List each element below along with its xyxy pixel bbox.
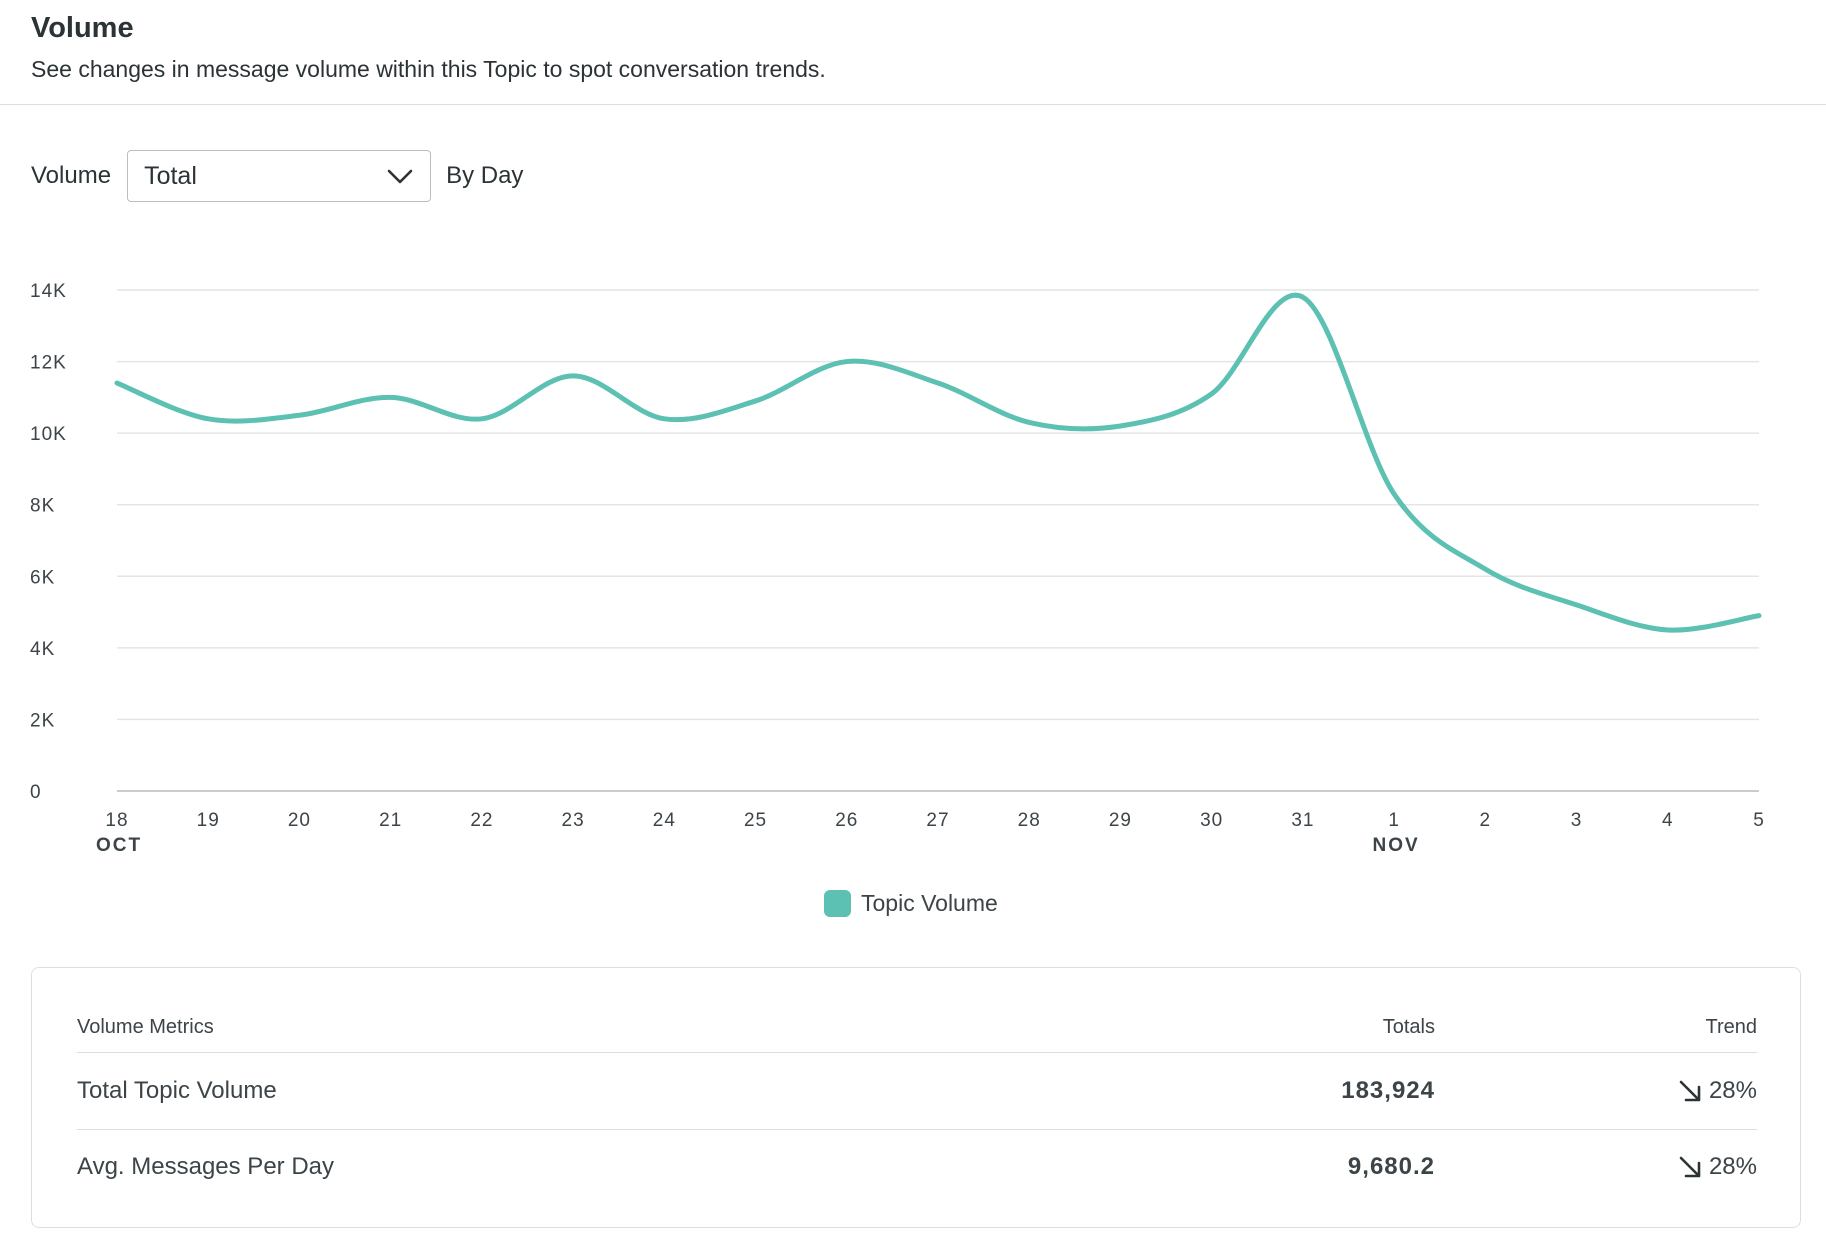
x-tick-label: 25 — [744, 810, 767, 831]
y-tick-label: 6K — [30, 567, 55, 588]
chevron-down-icon — [387, 169, 413, 184]
x-tick-label: 18 — [105, 810, 128, 831]
series-line-topic-volume — [114, 292, 1762, 633]
table-row: Total Topic Volume 183,924 28% — [77, 1053, 1757, 1130]
x-tick-label: 28 — [1018, 810, 1041, 831]
legend-swatch[interactable] — [824, 890, 851, 917]
metric-trend: 28% — [1677, 1077, 1757, 1105]
x-tick-label: 19 — [197, 810, 220, 831]
period-label: By Day — [446, 162, 524, 189]
metric-trend-value: 28% — [1708, 1153, 1757, 1180]
x-tick-label: 26 — [835, 810, 858, 831]
x-tick-label: 1 — [1388, 810, 1400, 831]
y-tick-label: 4K — [30, 639, 55, 660]
x-tick-label: 30 — [1200, 810, 1223, 831]
metric-trend: 28% — [1677, 1153, 1757, 1181]
x-tick-label: 4 — [1662, 810, 1674, 831]
metric-total: 183,924 — [1341, 1077, 1435, 1104]
arrow-down-right-icon — [1679, 1156, 1701, 1178]
x-month-label: NOV — [1373, 835, 1420, 856]
volume-chart: 0 2K 4K 6K 8K 10K 12K 14K 18 19 20 21 22 23 24 25 26 27 28… — [0, 260, 1826, 880]
x-tick-label: 2 — [1480, 810, 1492, 831]
x-month-label: OCT — [96, 835, 142, 856]
chart-legend: Topic Volume — [824, 890, 998, 917]
chart-controls: Volume Total By Day — [31, 149, 523, 203]
metrics-header-metric: Volume Metrics — [77, 1016, 214, 1038]
page-subtitle: See changes in message volume within thi… — [31, 56, 826, 82]
x-tick-label: 3 — [1571, 810, 1583, 831]
metric-total: 9,680.2 — [1347, 1153, 1435, 1180]
y-tick-label: 10K — [30, 424, 67, 445]
y-tick-label: 8K — [30, 496, 55, 517]
volume-type-select[interactable]: Total — [127, 150, 432, 202]
arrow-down-right-icon — [1679, 1080, 1701, 1102]
x-tick-label: 23 — [562, 810, 585, 831]
y-tick-label: 14K — [30, 281, 67, 302]
metric-label: Avg. Messages Per Day — [77, 1153, 335, 1180]
table-row: Avg. Messages Per Day 9,680.2 28% — [77, 1129, 1757, 1205]
metrics-header-totals: Totals — [1382, 1016, 1435, 1038]
section-header: Volume See changes in message volume wit… — [0, 0, 1826, 105]
volume-type-select-value: Total — [144, 161, 197, 190]
page-title: Volume — [31, 12, 134, 44]
y-tick-label: 12K — [30, 353, 67, 374]
volume-label: Volume — [31, 162, 112, 189]
metrics-header-trend: Trend — [1705, 1016, 1757, 1038]
x-tick-label: 24 — [653, 810, 676, 831]
volume-metrics-table: Volume Metrics Totals Trend Total Topic … — [31, 967, 1801, 1228]
metrics-header-row: Volume Metrics Totals Trend — [77, 1012, 1757, 1053]
y-tick-label: 0 — [30, 782, 42, 803]
x-tick-label: 20 — [288, 810, 311, 831]
y-tick-label: 2K — [30, 710, 55, 731]
x-tick-label: 21 — [379, 810, 402, 831]
x-tick-label: 5 — [1753, 810, 1765, 831]
metric-label: Total Topic Volume — [77, 1077, 277, 1104]
x-tick-label: 27 — [926, 810, 949, 831]
metric-trend-value: 28% — [1708, 1077, 1757, 1104]
legend-label: Topic Volume — [861, 890, 998, 916]
x-tick-label: 29 — [1109, 810, 1132, 831]
x-tick-label: 31 — [1291, 810, 1314, 831]
x-tick-label: 22 — [470, 810, 493, 831]
